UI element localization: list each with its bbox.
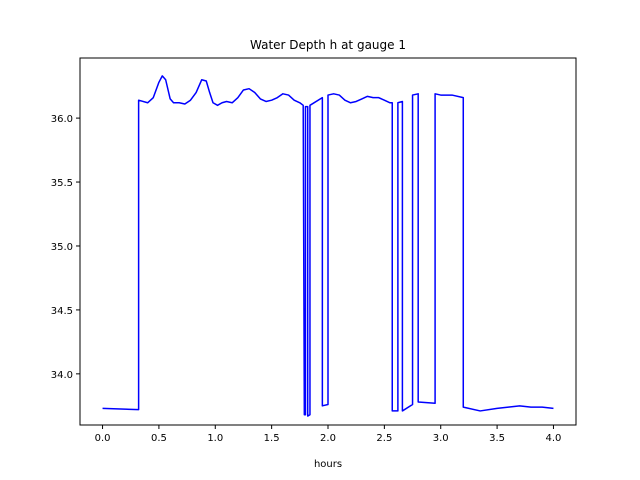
x-tick-label: 1.5 — [264, 433, 280, 444]
x-tick-label: 0.0 — [95, 433, 111, 444]
plot-area — [102, 75, 554, 417]
x-tick-label: 0.5 — [151, 433, 167, 444]
y-tick-label: 34.5 — [51, 306, 73, 317]
x-tick-label: 3.5 — [489, 433, 505, 444]
chart-title: Water Depth h at gauge 1 — [250, 38, 406, 52]
y-axis: 34.0 34.5 35.0 35.5 36.0 — [51, 114, 80, 381]
x-tick-label: 2.5 — [376, 433, 392, 444]
x-tick-label: 1.0 — [207, 433, 223, 444]
y-tick-label: 34.0 — [51, 370, 73, 381]
x-axis: 0.0 0.5 1.0 1.5 2.0 2.5 3.0 3.5 4.0 — [95, 425, 562, 444]
y-tick-label: 36.0 — [51, 114, 73, 125]
x-tick-label: 4.0 — [546, 433, 562, 444]
y-tick-label: 35.5 — [51, 178, 73, 189]
series-line — [102, 75, 554, 417]
y-tick-label: 35.0 — [51, 242, 73, 253]
x-axis-label: hours — [314, 459, 342, 470]
x-tick-label: 2.0 — [320, 433, 336, 444]
x-tick-label: 3.0 — [433, 433, 449, 444]
plot-frame — [79, 57, 577, 426]
